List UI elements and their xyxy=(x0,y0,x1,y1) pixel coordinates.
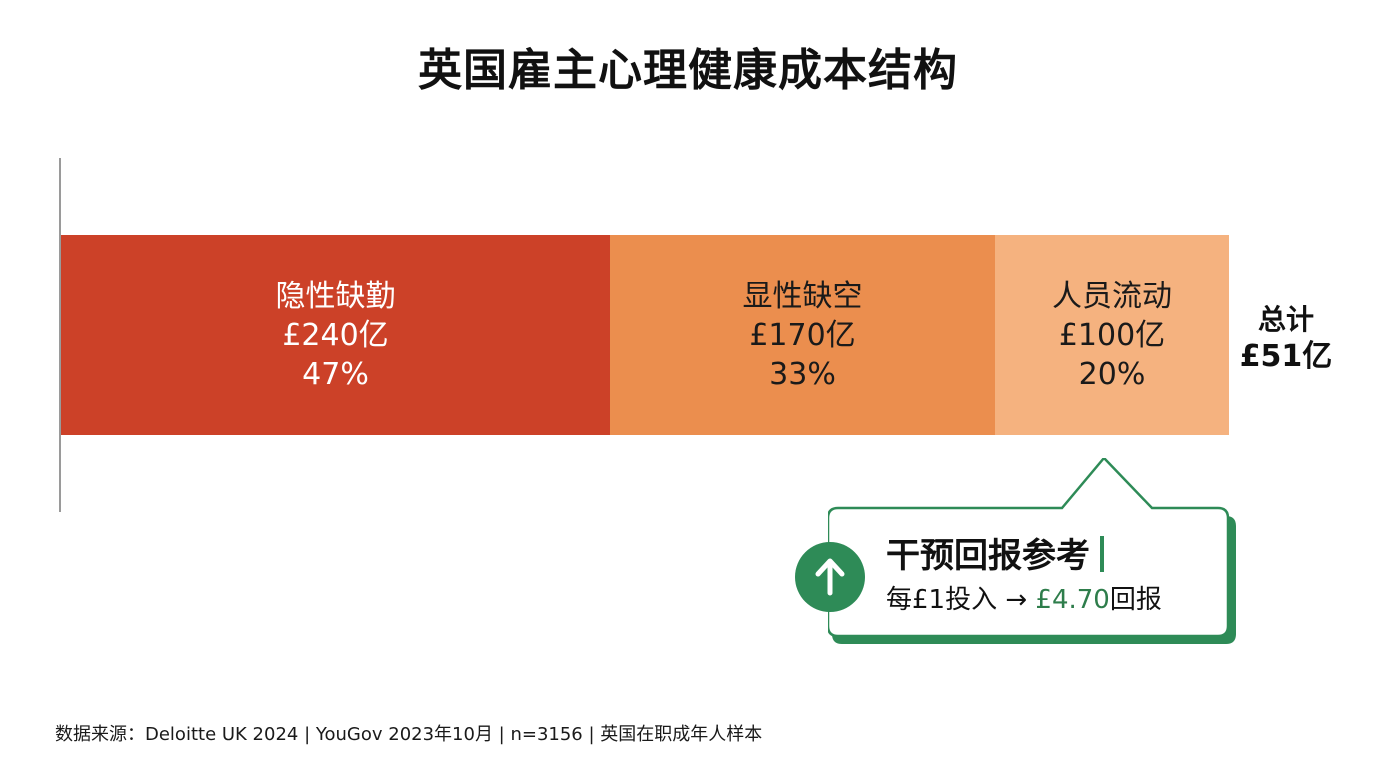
callout-body-suffix: 回报 xyxy=(1109,585,1162,615)
callout-bubble xyxy=(828,458,1236,644)
source-note: 数据来源：Deloitte UK 2024 | YouGov 2023年10月 … xyxy=(55,724,763,745)
callout-body: 每£1投入 → £4.70回报 xyxy=(886,582,1226,618)
bar-segment: 人员流动 £100亿 20% xyxy=(995,235,1229,435)
segment-label: 人员流动 xyxy=(1052,278,1172,314)
total-annotation: 总计 £51亿 xyxy=(1236,302,1336,376)
segment-percent: 33% xyxy=(769,356,836,392)
segment-percent: 20% xyxy=(1078,356,1146,392)
segment-percent: 47% xyxy=(302,356,369,392)
callout-title-text: 干预回报参考 xyxy=(886,536,1090,576)
bar-segment: 隐性缺勤 £240亿 47% xyxy=(61,235,610,435)
segment-value: £100亿 xyxy=(1058,317,1166,353)
segment-value: £170亿 xyxy=(749,317,856,353)
segment-label: 隐性缺勤 xyxy=(275,278,396,314)
segment-label: 显性缺空 xyxy=(742,278,863,314)
callout-body-prefix: 每£1投入 → xyxy=(886,585,1036,615)
stacked-bar: 隐性缺勤 £240亿 47% 显性缺空 £170亿 33% 人员流动 £100亿 20% xyxy=(61,235,1229,435)
total-label: 总计 xyxy=(1257,303,1314,336)
arrow-up-icon xyxy=(794,541,866,613)
chart-title: 英国雇主心理健康成本结构 xyxy=(418,45,958,96)
total-value: £51亿 xyxy=(1239,339,1333,374)
y-axis-line xyxy=(59,158,61,512)
title-accent-bar xyxy=(1100,536,1104,572)
segment-value: £240亿 xyxy=(282,317,389,353)
roi-callout xyxy=(828,458,1240,648)
callout-body-value: £4.70 xyxy=(1035,585,1110,615)
bar-segment: 显性缺空 £170亿 33% xyxy=(610,235,995,435)
callout-title: 干预回报参考 xyxy=(886,533,1226,579)
